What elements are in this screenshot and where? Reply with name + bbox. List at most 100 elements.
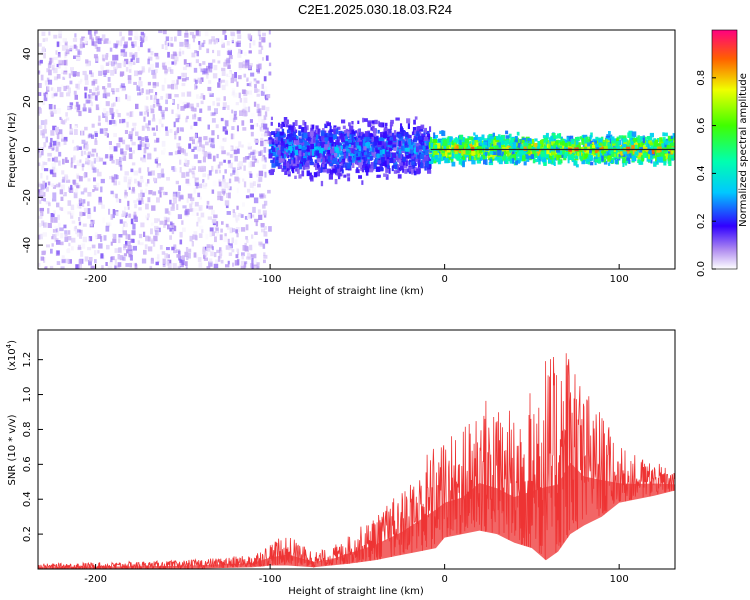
heatmap-cell [173,167,178,172]
heatmap-cell [304,162,310,167]
heatmap-cell [72,71,77,76]
heatmap-cell [146,108,149,114]
heatmap-cell [401,130,406,135]
heatmap-cell [111,176,115,183]
heatmap-cell [607,151,611,158]
heatmap-cell [165,130,169,136]
heatmap-cell [133,170,139,176]
heatmap-cell [210,244,214,249]
heatmap-cell [94,31,97,36]
heatmap-cell [184,152,188,157]
heatmap-cell [354,138,358,142]
heatmap-cell [38,152,42,159]
heatmap-cell [166,247,170,251]
heatmap-cell [47,157,51,162]
heatmap-cell [44,119,48,125]
heatmap-cell [245,195,250,199]
heatmap-cell [541,155,545,160]
heatmap-cell [335,140,340,145]
heatmap-cell [242,202,245,207]
heatmap-cell [233,114,237,118]
heatmap-cell [125,218,130,223]
heatmap-cell [249,119,253,123]
heatmap-cell [669,154,674,159]
heatmap-cell [424,127,427,133]
heatmap-cell [71,220,76,224]
heatmap-cell [429,153,433,158]
heatmap-cell [304,151,308,157]
heatmap-cell [357,159,362,163]
heatmap-cell [91,244,96,249]
heatmap-cell [559,141,564,145]
heatmap-cell [38,43,42,47]
heatmap-cell [302,158,307,162]
heatmap-cell [124,58,129,65]
heatmap-cell [287,150,291,154]
heatmap-cell [124,192,128,197]
heatmap-cell [154,52,159,57]
heatmap-cell [223,62,227,67]
heatmap-cell [107,265,113,269]
heatmap-cell [263,254,268,259]
heatmap-cell [406,118,411,124]
heatmap-cell [127,78,132,84]
heatmap-cell [180,106,185,111]
heatmap-cell [407,138,412,144]
heatmap-cell [129,262,132,268]
heatmap-cell [567,158,570,164]
heatmap-cell [94,44,98,49]
heatmap-cell [642,145,646,151]
heatmap-cell [370,143,373,147]
heatmap-cell [268,30,271,35]
heatmap-cell [485,159,488,165]
heatmap-cell [118,247,122,253]
heatmap-cell [138,167,142,174]
heatmap-cell [87,178,91,182]
heatmap-cell [65,48,69,53]
heatmap-cell [403,163,408,169]
heatmap-cell [256,68,260,73]
heatmap-cell [273,152,276,156]
heatmap-cell [389,138,393,143]
heatmap-cell [164,107,168,112]
heatmap-cell [271,163,276,168]
heatmap-cell [598,139,603,144]
heatmap-cell [233,77,237,82]
heatmap-cell [138,207,142,211]
heatmap-cell [83,38,88,44]
heatmap-cell [236,205,239,210]
heatmap-cell [191,164,195,169]
heatmap-cell [224,200,230,206]
heatmap-cell [217,196,222,201]
heatmap-cell [112,102,116,107]
heatmap-cell [654,148,658,155]
heatmap-cell [147,213,150,218]
heatmap-cell [206,244,211,249]
heatmap-cell [109,155,114,161]
heatmap-cell [194,133,197,139]
heatmap-cell [290,125,294,130]
heatmap-cell [222,102,227,109]
heatmap-cell [94,259,97,264]
heatmap-cell [361,168,365,173]
heatmap-cell [656,138,660,143]
heatmap-cell [640,136,644,140]
heatmap-cell [102,93,106,99]
heatmap-cell [217,82,222,88]
heatmap-cell [192,34,196,39]
heatmap-cell [376,149,380,155]
heatmap-cell [538,160,541,165]
heatmap-cell [181,92,185,97]
heatmap-cell [352,142,355,149]
heatmap-cell [667,135,672,142]
heatmap-cell [296,168,300,174]
heatmap-cell [548,158,552,164]
heatmap-cell [77,104,81,110]
heatmap-cell [98,196,102,203]
heatmap-cell [212,155,216,162]
heatmap-cell [82,212,86,216]
heatmap-cell [293,157,296,164]
heatmap-cell [91,92,96,96]
heatmap-cell [179,239,183,245]
heatmap-cell [78,200,81,204]
